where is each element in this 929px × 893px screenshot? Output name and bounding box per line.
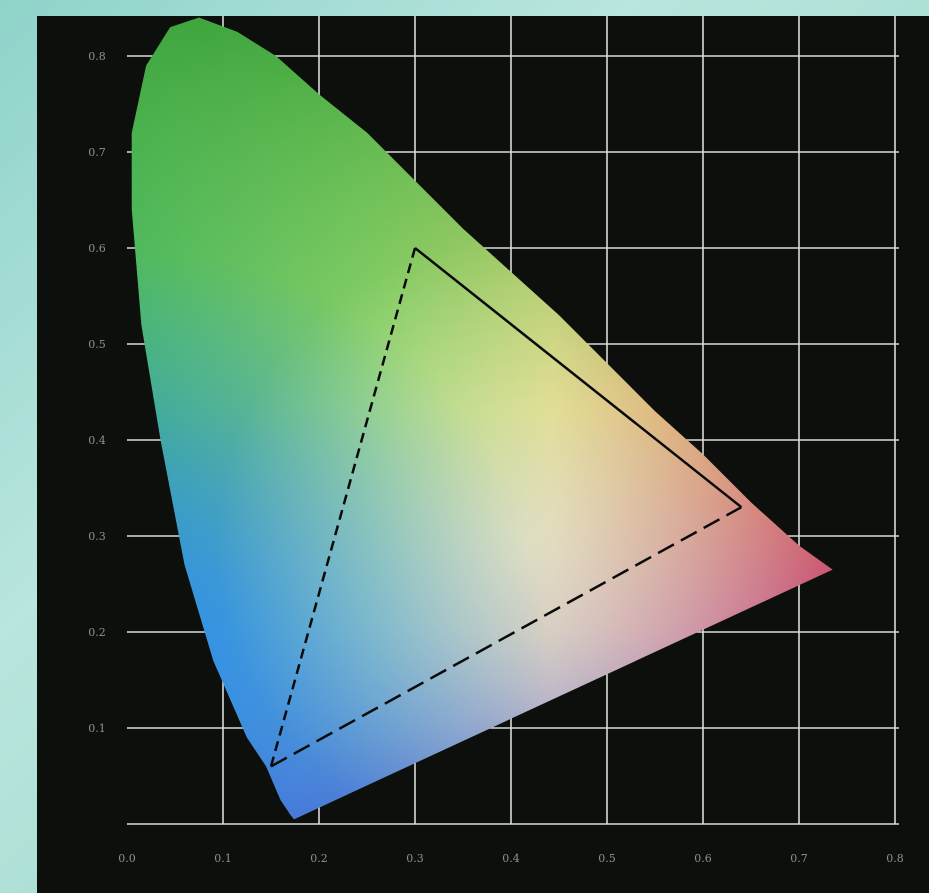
tick-labels: 0.0 0.1 0.2 0.3 0.4 0.5 0.6 0.7 0.8 0.1 0.2 0.3 0.4 0… [88, 50, 904, 865]
x-tick-label-6: 0.6 [694, 852, 712, 865]
y-tick-label-4: 0.5 [88, 338, 106, 351]
x-tick-label-0: 0.0 [118, 852, 136, 865]
x-tick-label-7: 0.7 [790, 852, 808, 865]
y-tick-label-3: 0.4 [88, 434, 106, 447]
y-tick-label-7: 0.8 [88, 50, 106, 63]
x-tick-label-3: 0.3 [406, 852, 424, 865]
x-tick-label-4: 0.4 [502, 852, 520, 865]
y-tick-label-6: 0.7 [88, 146, 106, 159]
triangle-edge-blue-red [270, 506, 743, 768]
y-tick-label-2: 0.3 [88, 530, 106, 543]
chromaticity-diagram: 0.0 0.1 0.2 0.3 0.4 0.5 0.6 0.7 0.8 0.1 0.2 0.3 0.4 0… [88, 16, 904, 865]
x-tick-label-1: 0.1 [214, 852, 232, 865]
triangle-edge-green-blue [269, 247, 417, 767]
y-tick-label-0: 0.1 [88, 722, 106, 735]
locus-white-point [131, 17, 833, 820]
spectral-locus-fill [131, 17, 833, 820]
y-tick-label-1: 0.2 [88, 626, 106, 639]
x-tick-label-2: 0.2 [310, 852, 328, 865]
chart-panel: 0.0 0.1 0.2 0.3 0.4 0.5 0.6 0.7 0.8 0.1 0.2 0.3 0.4 0… [37, 16, 929, 893]
y-tick-label-5: 0.6 [88, 242, 106, 255]
gamut-triangle [269, 247, 743, 768]
x-tick-label-8: 0.8 [886, 852, 904, 865]
x-tick-label-5: 0.5 [598, 852, 616, 865]
triangle-edge-red-green [414, 247, 743, 509]
